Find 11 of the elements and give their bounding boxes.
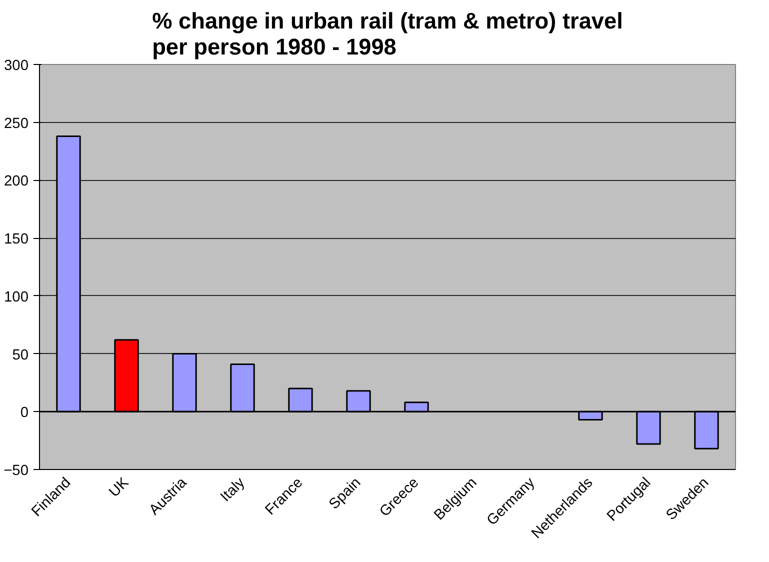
y-tick-label: 0 <box>20 405 29 422</box>
y-tick-label: 200 <box>4 174 29 190</box>
y-tick-label: 100 <box>4 289 29 306</box>
y-tick-label: 300 <box>4 58 29 74</box>
y-tick-label: 50 <box>12 347 29 364</box>
x-tick-label: UK <box>106 474 132 501</box>
y-tick-label: 150 <box>4 232 29 248</box>
y-tick-label: 250 <box>4 116 29 132</box>
y-tick-label: −50 <box>4 463 29 479</box>
x-tick-label: Italy <box>218 474 249 506</box>
chart-title: % change in urban rail (tram & metro) travel per person 1980 - 1998 <box>152 8 623 60</box>
